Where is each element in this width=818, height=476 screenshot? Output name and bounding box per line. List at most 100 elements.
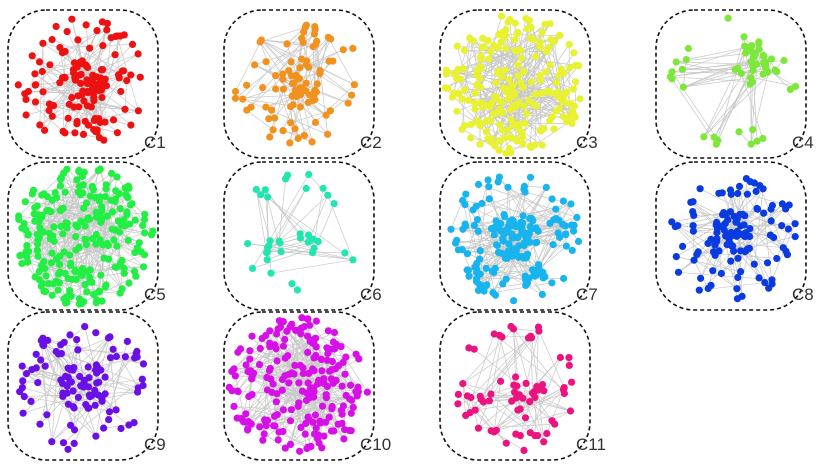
edge (513, 328, 565, 394)
node (311, 411, 319, 419)
node (264, 193, 272, 201)
node (310, 30, 318, 38)
node (22, 247, 30, 255)
edge (278, 194, 329, 242)
node (496, 137, 504, 145)
cluster-label: C7 (576, 285, 598, 304)
node (523, 110, 531, 118)
node (304, 98, 312, 107)
node (128, 200, 136, 208)
node (672, 58, 680, 66)
node (335, 362, 343, 370)
edge (278, 233, 301, 242)
node (460, 46, 468, 54)
node (569, 85, 578, 93)
node (538, 141, 546, 149)
cluster-frame (655, 9, 807, 159)
node (537, 127, 545, 135)
node (326, 107, 334, 115)
node (742, 175, 751, 183)
edge (521, 187, 547, 227)
node (310, 244, 318, 252)
node (128, 40, 137, 49)
node (538, 28, 546, 36)
edge (670, 76, 753, 83)
node (287, 119, 295, 127)
node (547, 89, 555, 97)
node (59, 389, 67, 397)
node (495, 331, 504, 339)
node (540, 387, 548, 395)
node (262, 418, 270, 426)
node (495, 146, 503, 154)
node (318, 402, 327, 410)
edge (462, 383, 467, 416)
node (261, 186, 269, 194)
node (116, 205, 124, 213)
node (532, 239, 540, 247)
node (133, 353, 141, 361)
node (311, 23, 319, 31)
node (127, 121, 135, 129)
node (316, 417, 324, 425)
node (730, 247, 738, 255)
edge (83, 172, 97, 235)
edge (457, 34, 499, 70)
edge (517, 393, 565, 411)
node (255, 361, 264, 369)
edge (736, 231, 743, 297)
node (733, 295, 742, 303)
cluster-panel-c2: C2 (223, 9, 382, 159)
node (266, 339, 274, 347)
edge (531, 337, 539, 390)
node (735, 182, 744, 190)
node (471, 99, 479, 107)
node (318, 367, 326, 375)
node (573, 213, 581, 222)
node (504, 126, 512, 134)
edge (492, 282, 552, 293)
node (141, 229, 149, 237)
edge (299, 336, 308, 366)
node (778, 200, 787, 208)
node (740, 221, 748, 229)
node (322, 111, 330, 119)
node (34, 236, 42, 244)
node (92, 329, 100, 337)
node (349, 256, 357, 264)
node (512, 47, 520, 55)
node (288, 92, 296, 100)
node (473, 117, 481, 125)
node (762, 58, 770, 66)
edge (712, 270, 738, 289)
edge (715, 68, 739, 145)
node (125, 279, 133, 287)
edge (465, 333, 495, 416)
node (315, 376, 323, 384)
node (324, 349, 332, 358)
node (234, 388, 242, 396)
node (467, 393, 475, 402)
node (81, 222, 89, 230)
node (111, 51, 119, 59)
node (72, 221, 80, 229)
node (548, 279, 556, 287)
node (61, 188, 69, 196)
node (283, 327, 291, 335)
node (785, 201, 793, 209)
edge (475, 409, 507, 444)
node (319, 184, 327, 192)
node (562, 230, 570, 238)
node (713, 224, 722, 232)
node (86, 44, 94, 52)
node (700, 133, 708, 141)
node (48, 36, 56, 44)
node (536, 43, 544, 52)
node (466, 409, 474, 417)
node (68, 93, 76, 102)
node (330, 200, 338, 208)
node (507, 149, 515, 157)
node (467, 134, 475, 142)
edge (109, 341, 128, 412)
node (81, 323, 89, 331)
